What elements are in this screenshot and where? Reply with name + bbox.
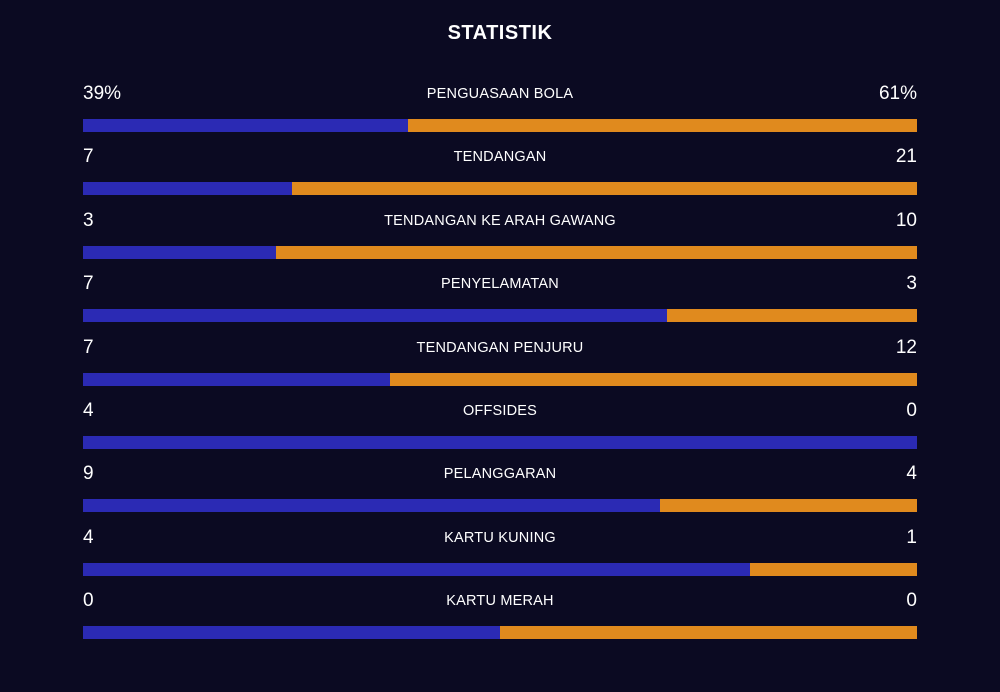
home-value: 7 [83, 273, 94, 295]
stat-comparison-bar [83, 435, 917, 449]
stat-label: KARTU KUNING [444, 529, 556, 546]
away-value: 1 [906, 526, 917, 548]
stat-label: PENYELAMATAN [441, 276, 559, 293]
stat-row-header: 3 TENDANGAN KE ARAH GAWANG 10 [83, 207, 917, 235]
stat-row: 7 PENYELAMATAN 3 [83, 270, 917, 333]
stat-label: KARTU MERAH [446, 593, 554, 610]
stat-comparison-bar [83, 499, 917, 513]
home-share-fill [83, 562, 751, 576]
stat-row-header: 0 KARTU MERAH 0 [83, 587, 917, 615]
stat-row-header: 7 TENDANGAN PENJURU 12 [83, 334, 917, 362]
home-share-fill [83, 119, 409, 132]
home-value: 4 [83, 399, 94, 421]
home-value: 7 [83, 336, 94, 358]
away-value: 10 [895, 209, 917, 231]
stat-row-header: 7 TENDANGAN 21 [83, 143, 917, 171]
stat-label: PENGUASAAN BOLA [426, 86, 574, 102]
away-value: 4 [906, 463, 917, 485]
stat-comparison-bar [83, 372, 917, 386]
stat-row: 39% PENGUASAAN BOLA 61% [83, 80, 917, 143]
home-share-fill [83, 182, 292, 196]
stat-comparison-bar [83, 309, 917, 323]
home-value: 9 [83, 463, 94, 485]
stat-row: 7 TENDANGAN 21 [83, 143, 917, 206]
stat-label: TENDANGAN KE ARAH GAWANG [384, 212, 616, 229]
home-share-fill [83, 435, 917, 449]
home-value: 3 [83, 209, 94, 231]
stat-label: TENDANGAN PENJURU [416, 339, 584, 356]
stat-row: 7 TENDANGAN PENJURU 12 [83, 334, 917, 397]
home-share-fill [83, 626, 500, 640]
stat-row-header: 4 KARTU KUNING 1 [83, 524, 917, 552]
away-value: 61% [878, 83, 917, 104]
away-value: 0 [906, 590, 917, 612]
home-value: 7 [83, 146, 94, 168]
home-share-fill [83, 372, 390, 386]
stat-comparison-bar [83, 182, 917, 196]
stat-row-header: 9 PELANGGARAN 4 [83, 460, 917, 488]
stat-row-header: 4 OFFSIDES 0 [83, 397, 917, 425]
home-value: 39% [83, 83, 122, 104]
home-share-fill [83, 499, 661, 513]
stat-row: 3 TENDANGAN KE ARAH GAWANG 10 [83, 207, 917, 270]
stat-comparison-bar [83, 245, 917, 259]
stat-comparison-bar [83, 562, 917, 576]
home-share-fill [83, 309, 667, 323]
stat-row-header: 39% PENGUASAAN BOLA 61% [83, 80, 917, 108]
away-value: 0 [906, 399, 917, 421]
home-value: 4 [83, 526, 94, 548]
stat-label: TENDANGAN [453, 149, 547, 166]
stat-row: 4 KARTU KUNING 1 [83, 524, 917, 587]
stat-row: 9 PELANGGARAN 4 [83, 460, 917, 523]
page-title: STATISTIK [447, 22, 553, 44]
stat-label: PELANGGARAN [443, 466, 557, 483]
stat-label: OFFSIDES [462, 402, 538, 419]
home-share-fill [83, 245, 276, 259]
stat-row: 0 KARTU MERAH 0 [83, 587, 917, 650]
stat-comparison-bar [83, 119, 917, 132]
home-value: 0 [83, 590, 94, 612]
away-value: 21 [895, 146, 917, 168]
stat-comparison-bar [83, 626, 917, 640]
away-value: 12 [895, 336, 917, 358]
away-value: 3 [906, 273, 917, 295]
stat-row-header: 7 PENYELAMATAN 3 [83, 270, 917, 298]
stat-row: 4 OFFSIDES 0 [83, 397, 917, 460]
stats-list: 39% PENGUASAAN BOLA 61% 7 TENDANGAN 21 3 TENDAN… [83, 80, 917, 651]
